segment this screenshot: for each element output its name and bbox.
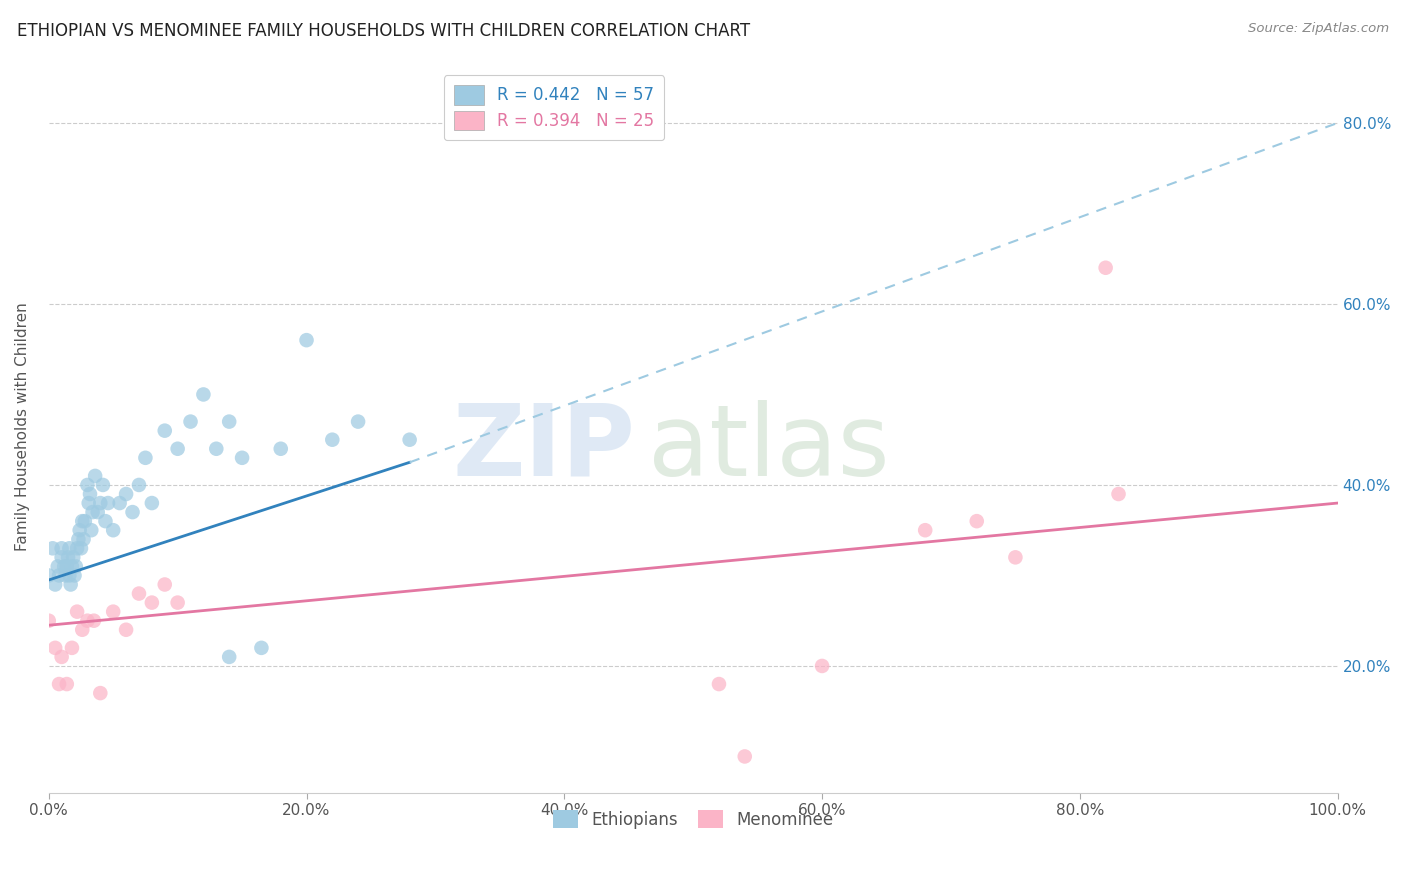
Point — [80, 523, 103, 537]
Point — [89, 496, 111, 510]
Point — [97, 496, 120, 510]
Point — [1094, 260, 1116, 275]
Point — [321, 433, 343, 447]
Point — [38, 568, 60, 582]
Point — [79, 487, 101, 501]
Point — [66, 605, 89, 619]
Point — [51, 550, 73, 565]
Point — [67, 533, 90, 547]
Point — [83, 614, 105, 628]
Point — [270, 442, 292, 456]
Point — [56, 677, 79, 691]
Point — [218, 649, 240, 664]
Point — [295, 333, 318, 347]
Point — [205, 442, 228, 456]
Point — [72, 514, 94, 528]
Point — [56, 550, 79, 565]
Point — [48, 568, 70, 582]
Point — [115, 623, 138, 637]
Point — [82, 505, 104, 519]
Point — [87, 505, 110, 519]
Point — [128, 586, 150, 600]
Point — [347, 415, 370, 429]
Point — [966, 514, 988, 528]
Text: atlas: atlas — [648, 400, 890, 497]
Point — [65, 559, 87, 574]
Point — [153, 577, 176, 591]
Point — [46, 559, 69, 574]
Point — [141, 596, 163, 610]
Point — [84, 469, 107, 483]
Point — [60, 640, 83, 655]
Point — [73, 514, 96, 528]
Point — [51, 541, 73, 556]
Point — [134, 450, 156, 465]
Point — [76, 478, 98, 492]
Point — [38, 614, 60, 628]
Text: Source: ZipAtlas.com: Source: ZipAtlas.com — [1249, 22, 1389, 36]
Point — [76, 614, 98, 628]
Point — [44, 640, 66, 655]
Point — [153, 424, 176, 438]
Point — [48, 677, 70, 691]
Point — [128, 478, 150, 492]
Point — [72, 623, 94, 637]
Point — [166, 596, 188, 610]
Point — [72, 533, 94, 547]
Point — [62, 550, 84, 565]
Point — [53, 559, 76, 574]
Point — [91, 478, 114, 492]
Point — [231, 450, 253, 465]
Point — [734, 749, 756, 764]
Point — [103, 605, 125, 619]
Point — [193, 387, 215, 401]
Point — [115, 487, 138, 501]
Point — [180, 415, 202, 429]
Point — [707, 677, 730, 691]
Point — [44, 577, 66, 591]
Point — [59, 577, 82, 591]
Point — [63, 568, 86, 582]
Point — [94, 514, 117, 528]
Point — [56, 559, 79, 574]
Legend: Ethiopians, Menominee: Ethiopians, Menominee — [547, 804, 839, 836]
Point — [218, 415, 240, 429]
Point — [41, 541, 63, 556]
Point — [108, 496, 131, 510]
Point — [1108, 487, 1130, 501]
Point — [914, 523, 936, 537]
Point — [250, 640, 273, 655]
Point — [811, 659, 834, 673]
Point — [58, 568, 80, 582]
Point — [69, 523, 91, 537]
Point — [103, 523, 125, 537]
Point — [60, 559, 83, 574]
Point — [51, 649, 73, 664]
Point — [1004, 550, 1026, 565]
Point — [58, 541, 80, 556]
Y-axis label: Family Households with Children: Family Households with Children — [15, 301, 30, 550]
Point — [55, 568, 77, 582]
Point — [70, 541, 93, 556]
Point — [121, 505, 143, 519]
Point — [89, 686, 111, 700]
Point — [166, 442, 188, 456]
Text: ETHIOPIAN VS MENOMINEE FAMILY HOUSEHOLDS WITH CHILDREN CORRELATION CHART: ETHIOPIAN VS MENOMINEE FAMILY HOUSEHOLDS… — [17, 22, 749, 40]
Point — [77, 496, 100, 510]
Text: ZIP: ZIP — [453, 400, 636, 497]
Point — [141, 496, 163, 510]
Point — [66, 541, 89, 556]
Point — [398, 433, 420, 447]
